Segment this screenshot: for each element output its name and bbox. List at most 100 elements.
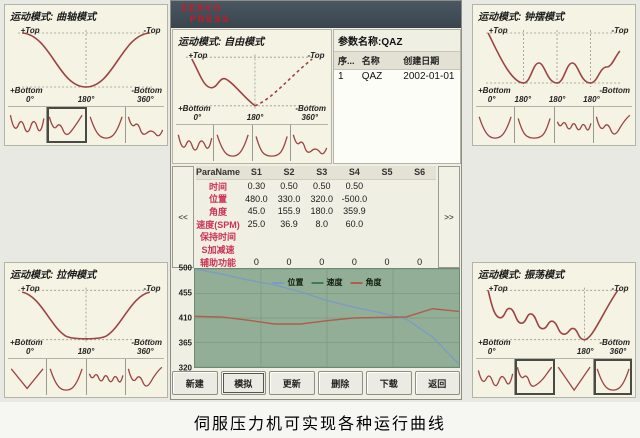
param-value-cell[interactable]: 359.9: [343, 206, 366, 217]
thumbnail[interactable]: [86, 107, 126, 143]
param-value-cell[interactable]: 155.9: [277, 206, 301, 217]
chart-y-axis: 500 455 410 365 320: [172, 264, 194, 373]
chart-plot: 位置 速度 角度: [194, 268, 460, 368]
panel-title: 运动模式: 拉伸模式: [10, 270, 97, 281]
legend-label: 速度: [326, 278, 343, 287]
param-table-row: S加减速: [196, 243, 436, 256]
scroll-left-button[interactable]: <<: [172, 166, 194, 268]
thumbnail[interactable]: [176, 125, 215, 161]
action-button-1[interactable]: 新建: [172, 371, 218, 395]
tick-0: 0°: [26, 95, 34, 104]
param-row-label: 位置: [209, 194, 228, 205]
label-minus-bottom: -Bottom: [131, 338, 162, 347]
thumbnail[interactable]: [554, 107, 594, 143]
thumbnail[interactable]: [86, 359, 126, 395]
param-table-row: 位置 480.0 330.0 320.0 -500.0: [196, 192, 436, 205]
tick-0: 0°: [193, 113, 202, 122]
param-value-cell[interactable]: 320.0: [310, 193, 333, 204]
titlebar-text-line1: SERVO: [181, 3, 223, 13]
col-s4: S4: [348, 167, 360, 178]
thumbnail[interactable]: [515, 107, 555, 143]
thumbnail[interactable]: [125, 107, 164, 143]
thumbnail[interactable]: [8, 359, 48, 395]
param-value-cell[interactable]: 25.0: [247, 219, 266, 230]
param-value-cell[interactable]: 180.0: [310, 206, 333, 217]
y-tick-label: 320: [178, 363, 192, 373]
param-table-row: 保持时间: [196, 230, 436, 243]
param-value-cell[interactable]: 60.0: [345, 219, 364, 230]
param-value-cell[interactable]: 36.9: [280, 219, 298, 230]
param-value-cell[interactable]: 0: [417, 257, 423, 268]
param-value-cell[interactable]: 45.0: [247, 206, 266, 217]
pendulum-curve-area: +Top -Top +Bottom -Bottom: [478, 25, 630, 95]
col-s2: S2: [283, 167, 295, 178]
param-value-cell[interactable]: 0.30: [247, 181, 266, 192]
param-value-cell[interactable]: 0.50: [280, 181, 298, 192]
angle-ticks: 0° 180° 360°: [8, 347, 164, 357]
param-value-cell[interactable]: 0: [319, 257, 325, 268]
tick-360: 360°: [136, 95, 154, 104]
param-value-cell[interactable]: 8.0: [315, 219, 328, 230]
curve-thumbnails: [476, 106, 632, 143]
param-value-cell[interactable]: 0: [351, 257, 357, 268]
param-name-label: 参数名称:QAZ: [334, 30, 460, 52]
param-list-row[interactable]: 1 QAZ 2002-01-01: [334, 70, 460, 83]
param-value-cell[interactable]: 480.0: [245, 193, 268, 204]
panel-title: 运动模式: 自由模式: [178, 37, 265, 48]
param-value-cell[interactable]: 0: [286, 257, 292, 268]
thumbnail-selected[interactable]: [515, 359, 555, 395]
action-button-5[interactable]: 下载: [366, 371, 412, 395]
curve-thumbnails: [8, 106, 164, 143]
thumbnail[interactable]: [214, 125, 253, 161]
thumbnail[interactable]: [593, 107, 632, 143]
param-value-cell[interactable]: 330.0: [277, 193, 301, 204]
tick-180: 180°: [576, 347, 594, 356]
titlebar-text-line2: PRESS: [190, 14, 231, 24]
label-minus-top: -Top: [143, 283, 161, 293]
param-value-cell[interactable]: 0: [253, 257, 259, 268]
thumbnail[interactable]: [476, 107, 516, 143]
action-button-6[interactable]: 返回: [414, 371, 460, 395]
legend-line-swatch: [350, 281, 363, 284]
col-s1: S1: [250, 167, 262, 178]
param-row-label: 辅助功能: [200, 257, 237, 268]
action-button-3[interactable]: 更新: [269, 371, 315, 395]
chart-canvas: [195, 269, 459, 367]
thumbnail[interactable]: [554, 359, 594, 395]
param-value-cell[interactable]: 0.50: [312, 181, 331, 192]
tick-360: 360°: [136, 347, 154, 356]
thumbnail[interactable]: [125, 359, 164, 395]
action-button-4[interactable]: 删除: [317, 371, 363, 395]
parameter-file-list: 参数名称:QAZ 序... 名称 创建日期 1 QAZ 2002-01-01: [333, 29, 461, 164]
curve-thumbnails: [476, 358, 632, 395]
param-value-cell[interactable]: 0: [384, 257, 390, 268]
thumbnail[interactable]: [290, 125, 328, 161]
col-paraname: ParaName: [196, 167, 241, 178]
legend-line-swatch: [272, 281, 285, 284]
tick-180: 180°: [246, 113, 264, 122]
y-tick-label: 500: [178, 263, 192, 273]
col-index: 序...: [338, 56, 355, 66]
param-table-row: 角度 45.0 155.9 180.0 359.9: [196, 205, 436, 218]
crank-curve-area: +Top -Top +Bottom -Bottom: [10, 25, 162, 95]
y-tick-label: 410: [178, 313, 192, 323]
thumbnail-selected[interactable]: [47, 107, 87, 143]
thumbnail[interactable]: [476, 359, 516, 395]
scroll-right-button[interactable]: >>: [438, 166, 460, 268]
panel-free-mode: 运动模式: 自由模式 +Top -Top +Bottom -Bottom 0° …: [172, 29, 332, 164]
thumbnail[interactable]: [252, 125, 291, 161]
col-s6: S6: [414, 167, 426, 178]
col-date: 创建日期: [403, 56, 440, 66]
row-name: QAZ: [361, 71, 383, 82]
action-button-2[interactable]: 模拟: [220, 371, 266, 395]
legend-item: 位置: [272, 277, 304, 288]
param-value-cell[interactable]: 0.50: [345, 181, 364, 192]
thumbnail[interactable]: [47, 359, 87, 395]
free-curve: [178, 50, 326, 113]
param-list-header: 序... 名称 创建日期: [334, 52, 460, 70]
thumbnail[interactable]: [8, 107, 48, 143]
row-date: 2002-01-01: [403, 71, 455, 82]
param-value-cell[interactable]: -500.0: [341, 193, 368, 204]
tick-0: 0°: [487, 347, 496, 356]
thumbnail-selected[interactable]: [593, 359, 632, 395]
